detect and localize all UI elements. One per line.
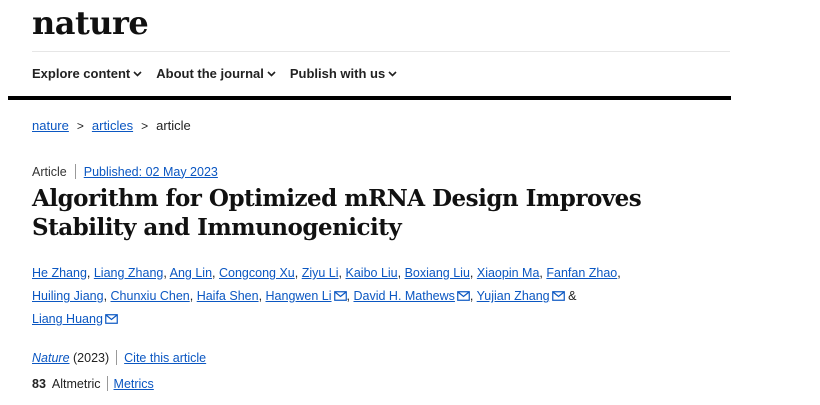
altmetric-line: 83 Altmetric Metrics [32,376,154,391]
nav-label: Publish with us [289,66,386,81]
main-nav: Explore content About the journal Publis… [32,66,397,81]
nav-label: Explore content [32,66,131,81]
author-link[interactable]: Xiaopin Ma [476,266,540,280]
breadcrumb-articles[interactable]: articles [91,118,134,133]
author-link[interactable]: David H. Mathews [353,289,455,303]
mail-icon[interactable] [105,314,118,324]
author-list: He Zhang, Liang Zhang, Ang Lin, Congcong… [32,266,621,326]
publication-year: (2023) [73,350,110,365]
mail-icon[interactable] [457,291,470,301]
cite-divider [116,350,118,365]
article-type: Article [32,164,67,179]
journal-name: Nature [32,350,70,365]
authors-ampersand: & [568,289,577,303]
chevron-down-icon [133,70,142,77]
author-link[interactable]: Boxiang Liu [404,266,470,280]
author-link[interactable]: Hangwen Li [265,289,332,303]
author-link[interactable]: Haifa Shen [196,289,259,303]
breadcrumb-separator: > [76,118,84,133]
author-link[interactable]: Fanfan Zhao [546,266,618,280]
author-link[interactable]: Liang Huang [32,312,103,326]
author-link[interactable]: Ziyu Li [301,266,339,280]
author-link[interactable]: Yujian Zhang [476,289,550,303]
chevron-down-icon [267,70,276,77]
author-link[interactable]: Ang Lin [169,266,213,280]
author-link[interactable]: Kaibo Liu [345,266,398,280]
nav-explore-content[interactable]: Explore content [32,66,142,81]
author-link[interactable]: Huiling Jiang [32,289,104,303]
mail-icon[interactable] [333,291,347,301]
nav-divider [8,96,731,100]
journal-link[interactable]: Nature [32,351,70,365]
breadcrumb-separator: > [141,118,149,133]
metrics-link[interactable]: Metrics [113,376,154,391]
nav-about-journal[interactable]: About the journal [156,66,276,81]
nav-label: About the journal [156,66,264,81]
header-divider [32,51,730,52]
altmetric-label: Altmetric [51,376,101,391]
meta-divider [74,164,76,179]
breadcrumb-current: article [156,118,191,133]
author-link[interactable]: Chunxiu Chen [110,289,190,303]
article-title: Algorithm for Optimized mRNA Design Impr… [32,185,642,241]
altmetric-divider [106,376,108,391]
breadcrumb: nature > articles > article [32,118,191,133]
author-link[interactable]: Congcong Xu [219,266,295,280]
author-link[interactable]: He Zhang [32,266,87,280]
breadcrumb-nature[interactable]: nature [32,118,69,133]
published-date-link[interactable]: Published: 02 May 2023 [83,164,218,179]
author-link[interactable]: Liang Zhang [93,266,164,280]
article-meta: Article Published: 02 May 2023 [32,164,218,179]
altmetric-score: 83 [32,376,46,391]
chevron-down-icon [388,70,397,77]
nature-logo[interactable]: nature [32,4,149,42]
mail-icon[interactable] [551,291,565,301]
nav-publish-with-us[interactable]: Publish with us [290,66,397,81]
cite-this-article-link[interactable]: Cite this article [124,350,207,365]
citation-line: Nature (2023) Cite this article [32,350,206,365]
